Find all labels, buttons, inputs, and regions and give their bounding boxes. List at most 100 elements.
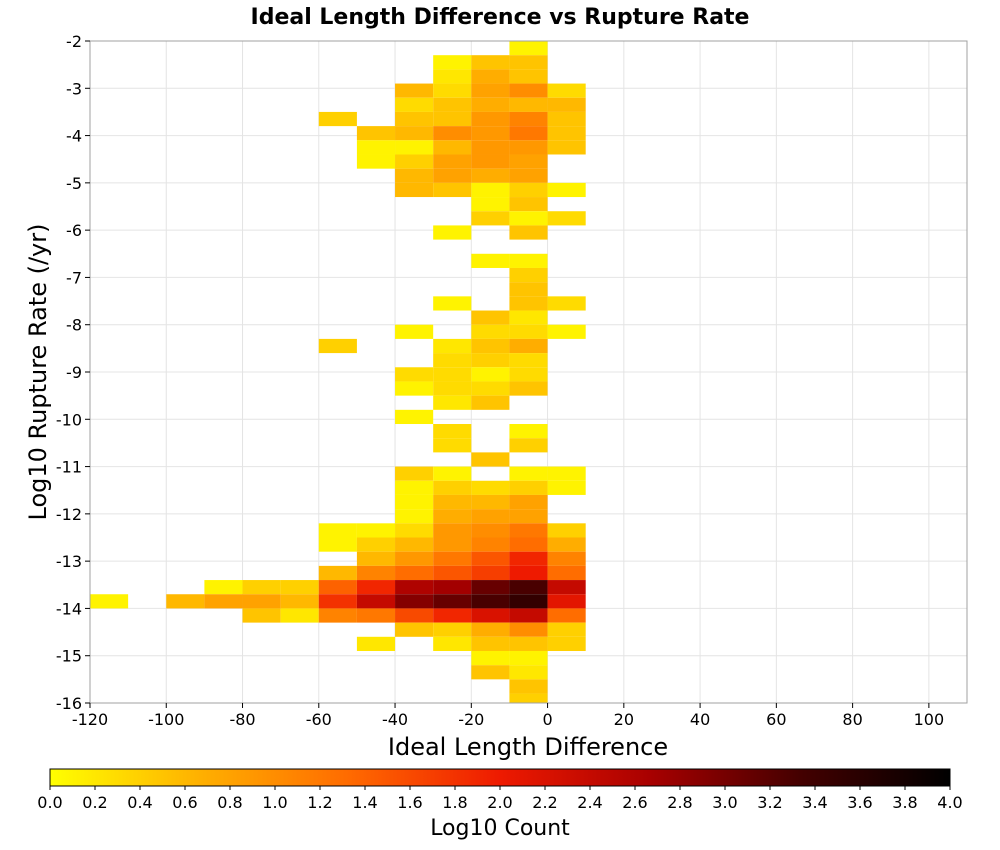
heatmap-cell: [471, 97, 510, 112]
colorbar-tick-label: 3.4: [802, 793, 827, 812]
heatmap-cell: [395, 140, 434, 155]
heatmap-cell: [318, 565, 357, 581]
heatmap-cell: [395, 154, 434, 169]
heatmap-cell: [433, 381, 472, 396]
heatmap-cell: [509, 693, 548, 703]
heatmap-cells: [90, 41, 586, 703]
heatmap-cell: [471, 622, 510, 637]
heatmap-cell: [509, 466, 548, 481]
heatmap-cell: [547, 480, 586, 495]
x-tick-label: 0: [542, 710, 552, 729]
heatmap-cell: [395, 367, 434, 382]
heatmap-cell: [318, 580, 357, 595]
heatmap-cell: [547, 111, 586, 127]
y-tick-label: -6: [66, 221, 82, 240]
heatmap-cell: [509, 267, 548, 283]
colorbar-ticks: 0.0 0.2 0.4 0.6 0.8 1.0 1.2 1.4 1.6 1.8 2.0 2.2 2.4 2…: [37, 786, 963, 812]
x-axis-label: Ideal Length Difference: [388, 733, 668, 761]
heatmap-cell: [395, 324, 434, 339]
heatmap-cell: [471, 395, 510, 410]
heatmap-cell: [395, 551, 434, 566]
heatmap-cell: [509, 353, 548, 368]
chart-title: Ideal Length Difference vs Rupture Rate: [251, 5, 750, 30]
heatmap-cell: [471, 253, 510, 268]
heatmap-cell: [395, 126, 434, 141]
heatmap-cell: [471, 650, 510, 666]
heatmap-cell: [356, 154, 396, 169]
heatmap-cell: [318, 537, 357, 552]
colorbar-tick-label: 1.2: [307, 793, 332, 812]
heatmap-cell: [509, 565, 548, 581]
heatmap-cell: [509, 211, 548, 226]
heatmap-cell: [547, 324, 586, 339]
heatmap-cell: [433, 580, 472, 595]
heatmap-cell: [471, 665, 510, 680]
colorbar-tick-label: 1.4: [352, 793, 377, 812]
heatmap-cell: [471, 636, 510, 651]
heatmap-cell: [204, 594, 243, 609]
heatmap-cell: [433, 55, 472, 70]
heatmap-cell: [509, 551, 548, 566]
heatmap-cell: [395, 565, 434, 581]
heatmap-cell: [433, 111, 472, 127]
heatmap-cell: [509, 537, 548, 552]
colorbar-tick-label: 3.8: [892, 793, 917, 812]
heatmap-cell: [433, 367, 472, 382]
heatmap-cell: [509, 225, 548, 240]
y-tick-label: -8: [66, 316, 82, 335]
heatmap-cell: [90, 594, 129, 609]
heatmap-cell: [509, 197, 548, 212]
colorbar-label: Log10 Count: [430, 816, 570, 841]
heatmap-cell: [471, 494, 510, 510]
heatmap-cell: [509, 154, 548, 169]
heatmap-cell: [509, 438, 548, 453]
heatmap-cell: [433, 338, 472, 354]
heatmap-cell: [547, 565, 586, 581]
y-tick-label: -14: [56, 599, 82, 618]
heatmap-cell: [395, 111, 434, 127]
heatmap-cell: [433, 494, 472, 510]
heatmap-cell: [433, 168, 472, 183]
heatmap-cell: [433, 126, 472, 141]
heatmap-cell: [509, 182, 548, 198]
heatmap-cell: [395, 494, 434, 510]
y-tick-label: -2: [66, 32, 82, 51]
heatmap-cell: [547, 594, 586, 609]
y-tick-label: -12: [56, 505, 82, 524]
heatmap-cell: [433, 69, 472, 84]
y-tick-label: -7: [66, 268, 82, 287]
colorbar-tick-label: 0.8: [217, 793, 242, 812]
heatmap-cell: [547, 126, 586, 141]
heatmap-cell: [509, 111, 548, 127]
heatmap-cell: [547, 636, 586, 651]
heatmap-cell: [395, 537, 434, 552]
heatmap-cell: [471, 594, 510, 609]
y-tick-label: -4: [66, 127, 82, 146]
colorbar-tick-label: 2.0: [487, 793, 512, 812]
heatmap-cell: [395, 83, 434, 98]
heatmap-cell: [395, 168, 434, 183]
x-tick-label: 20: [614, 710, 634, 729]
heatmap-cell: [395, 381, 434, 396]
heatmap-cell: [471, 565, 510, 581]
heatmap-cell: [433, 353, 472, 368]
heatmap-cell: [509, 650, 548, 666]
heatmap-cell: [471, 367, 510, 382]
heatmap-cell: [395, 580, 434, 595]
heatmap-cell: [395, 622, 434, 637]
heatmap-cell: [433, 565, 472, 581]
x-tick-label: -120: [72, 710, 108, 729]
heatmap-cell: [509, 679, 548, 694]
heatmap-cell: [395, 97, 434, 112]
heatmap-cell: [395, 182, 434, 198]
heatmap-cell: [356, 537, 396, 552]
heatmap-cell: [318, 523, 357, 538]
colorbar-tick-label: 3.0: [712, 793, 737, 812]
heatmap-cell: [471, 140, 510, 155]
heatmap-cell: [433, 182, 472, 198]
y-tick-label: -10: [56, 410, 82, 429]
heatmap-cell: [509, 367, 548, 382]
heatmap-cell: [471, 580, 510, 595]
